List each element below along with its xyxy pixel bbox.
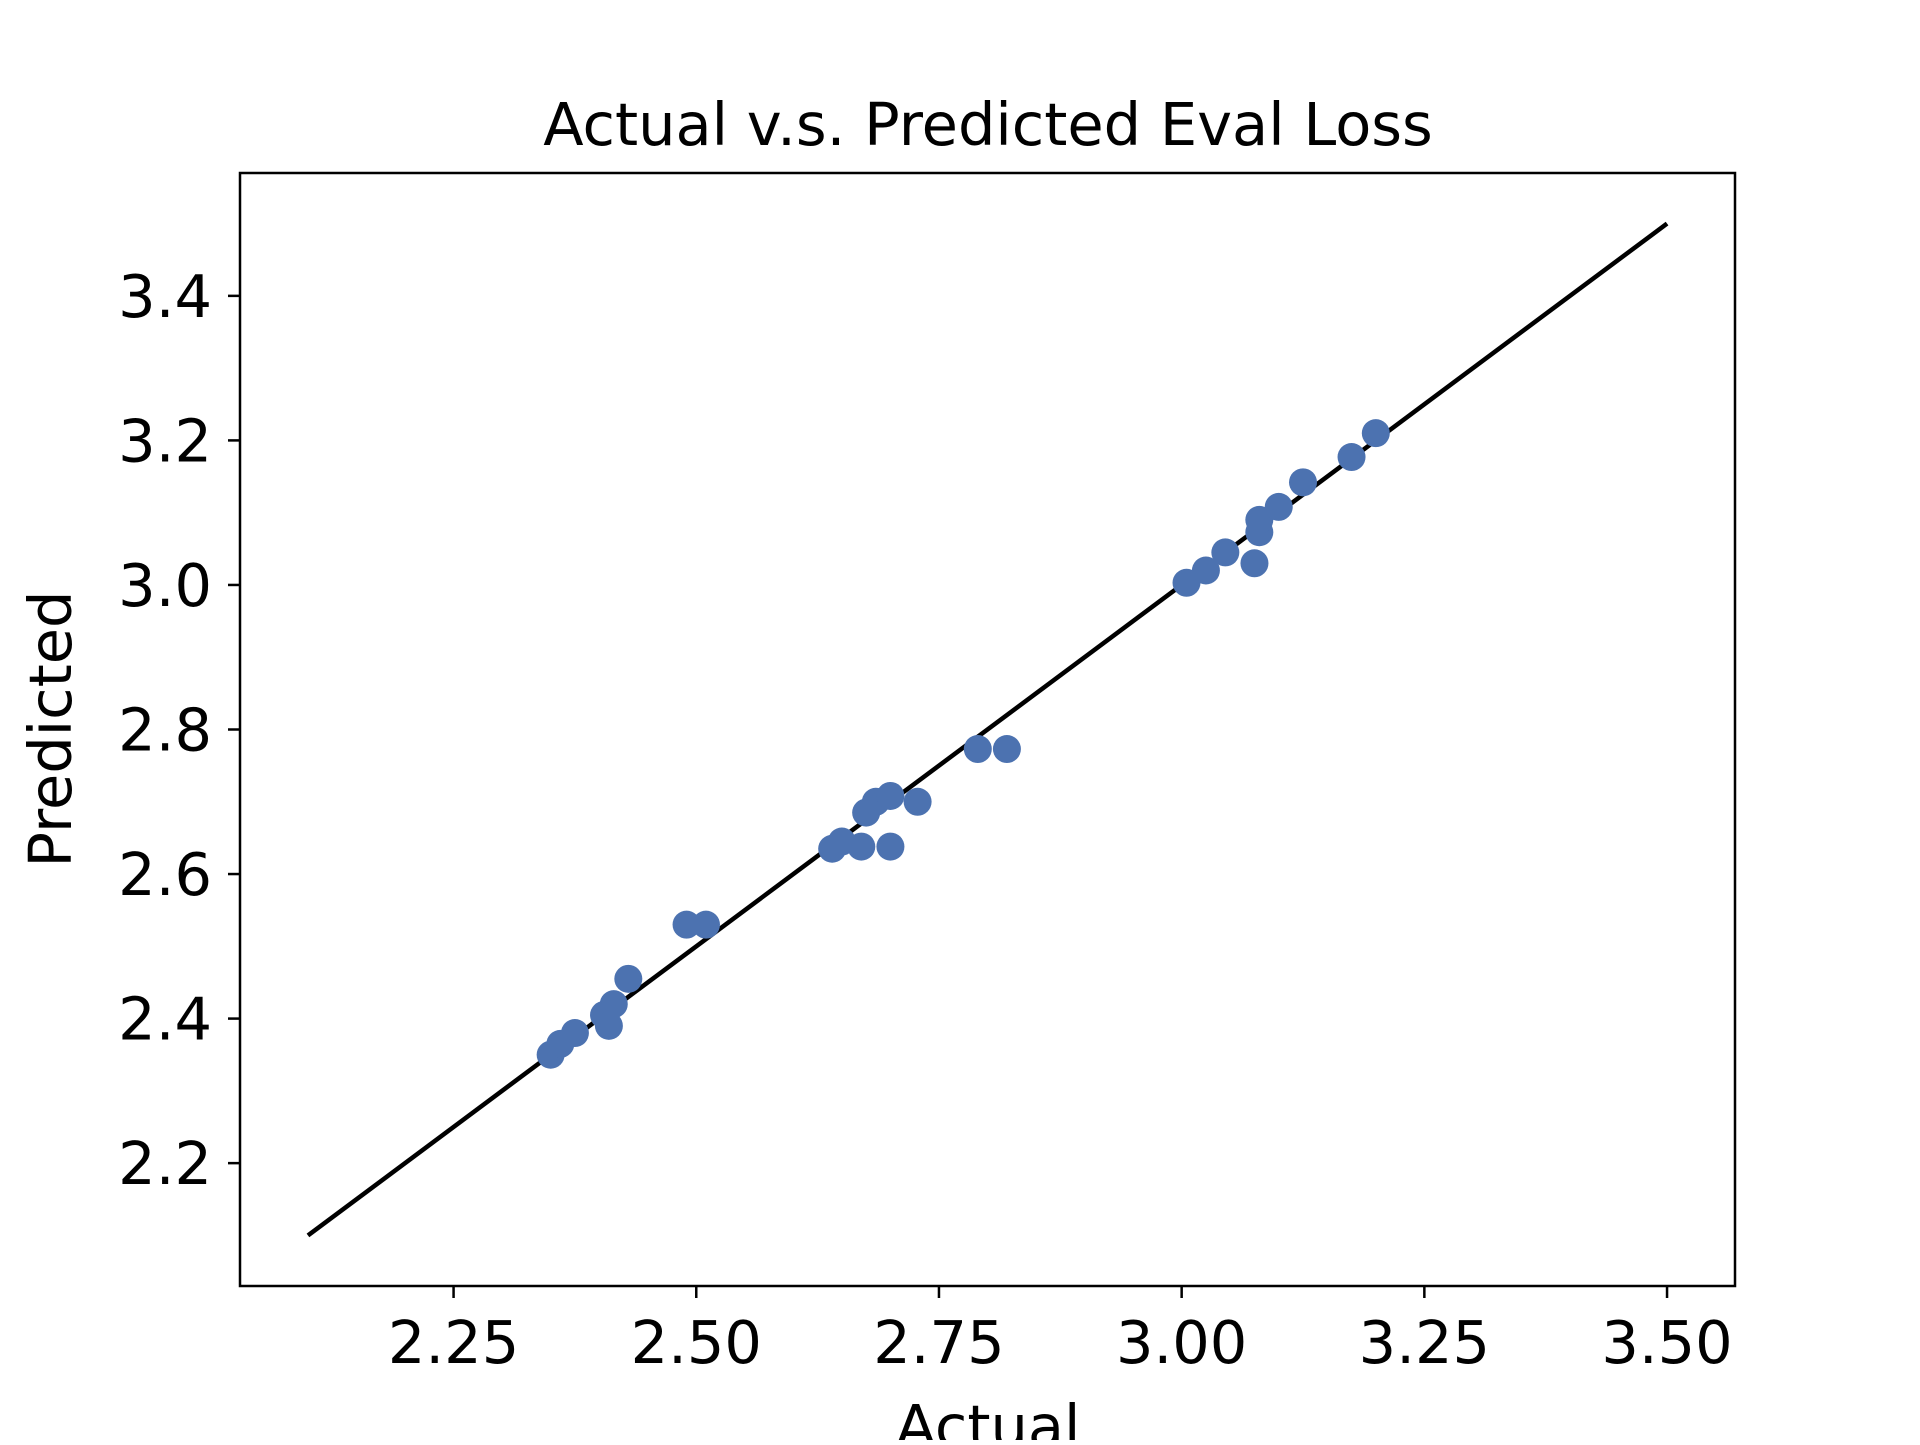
data-point [876, 832, 905, 861]
y-tick-label: 2.2 [118, 1129, 212, 1198]
x-tick-label: 2.25 [388, 1308, 519, 1377]
data-point [992, 735, 1021, 764]
x-tick-label: 3.25 [1359, 1308, 1490, 1377]
y-tick-label: 2.6 [118, 840, 212, 909]
reference-line [306, 221, 1669, 1238]
data-point [1289, 468, 1318, 497]
y-tick-label: 3.2 [118, 406, 212, 475]
reference-line-layer [306, 221, 1669, 1238]
data-point [614, 964, 643, 993]
y-tick-label: 3.4 [118, 262, 212, 331]
y-axis: 2.2 2.4 2.6 2.8 3.0 3.2 3.4 [118, 262, 240, 1198]
data-point [1240, 549, 1269, 578]
data-point [1361, 419, 1390, 448]
chart-title: Actual v.s. Predicted Eval Loss [543, 90, 1433, 159]
y-tick-label: 2.8 [118, 696, 212, 765]
points-layer [536, 419, 1390, 1069]
x-axis: 2.25 2.50 2.75 3.00 3.25 3.50 [388, 1286, 1733, 1377]
x-tick-label: 2.75 [873, 1308, 1004, 1377]
data-point [1191, 556, 1220, 585]
x-tick-label: 2.50 [631, 1308, 762, 1377]
data-point [847, 832, 876, 861]
x-tick-label: 3.50 [1601, 1308, 1732, 1377]
data-point [672, 910, 701, 939]
data-point [1337, 443, 1366, 472]
data-point [903, 787, 932, 816]
data-point [876, 781, 905, 810]
x-axis-title: Actual [896, 1392, 1081, 1440]
data-point [691, 910, 720, 939]
y-tick-label: 2.4 [118, 985, 212, 1054]
y-axis-title: Predicted [16, 591, 85, 868]
data-point [1211, 538, 1240, 567]
data-point [560, 1019, 589, 1048]
data-point [963, 735, 992, 764]
data-point [599, 990, 628, 1019]
x-tick-label: 3.00 [1116, 1308, 1247, 1377]
y-tick-label: 3.0 [118, 551, 212, 620]
data-point [594, 1011, 623, 1040]
data-point [1264, 492, 1293, 521]
